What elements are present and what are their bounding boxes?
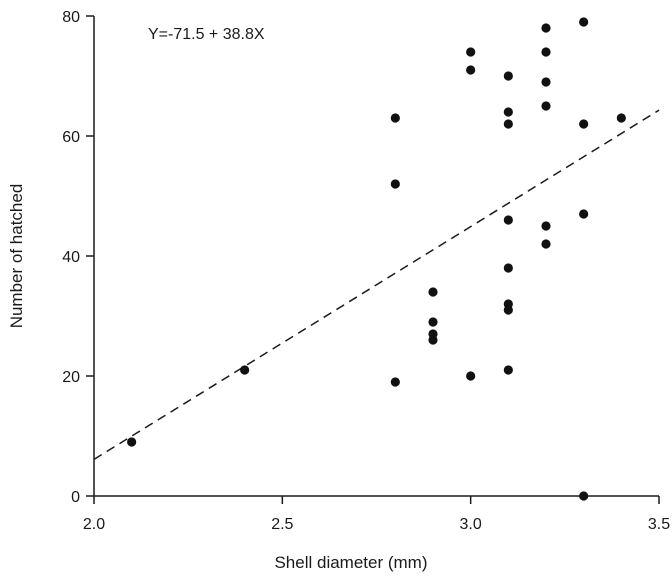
y-tick-label: 0 <box>71 489 80 506</box>
data-point <box>541 239 551 249</box>
data-point <box>503 215 513 225</box>
data-point <box>503 119 513 129</box>
data-point <box>616 113 626 123</box>
data-point <box>541 77 551 87</box>
data-point <box>541 101 551 111</box>
data-point <box>428 335 438 345</box>
ticks: 2.0 2.5 3.0 3.5 0 20 40 60 80 <box>62 9 670 533</box>
data-point <box>541 23 551 33</box>
x-tick-label: 2.5 <box>271 516 293 533</box>
y-tick-label: 40 <box>62 249 80 266</box>
regression-equation: Y=-71.5 + 38.8X <box>148 26 265 43</box>
data-point <box>503 107 513 117</box>
data-point <box>390 113 400 123</box>
data-point <box>541 221 551 231</box>
data-point <box>579 119 589 129</box>
data-point <box>466 371 476 381</box>
y-tick-label: 60 <box>62 129 80 146</box>
x-axis-title: Shell diameter (mm) <box>274 553 427 572</box>
y-axis-title: Number of hatched <box>7 184 26 329</box>
data-point <box>579 209 589 219</box>
axes <box>93 16 659 497</box>
x-tick-label: 2.0 <box>83 516 105 533</box>
data-point <box>428 317 438 327</box>
data-point <box>466 47 476 57</box>
data-point <box>390 377 400 387</box>
y-tick-label: 20 <box>62 369 80 386</box>
data-point <box>466 65 476 75</box>
data-point <box>503 263 513 273</box>
data-points <box>127 17 626 501</box>
data-point <box>503 305 513 315</box>
data-point <box>579 17 589 27</box>
regression-group <box>93 109 660 461</box>
data-point <box>503 71 513 81</box>
data-point <box>390 179 400 189</box>
data-point <box>541 47 551 57</box>
x-tick-label: 3.0 <box>460 516 482 533</box>
y-tick-label: 80 <box>62 9 80 26</box>
x-tick-label: 3.5 <box>648 516 670 533</box>
data-point <box>579 491 589 501</box>
regression-line <box>93 109 660 461</box>
data-point <box>428 287 438 297</box>
data-point <box>127 437 137 447</box>
data-point <box>503 365 513 375</box>
data-point <box>240 365 250 375</box>
